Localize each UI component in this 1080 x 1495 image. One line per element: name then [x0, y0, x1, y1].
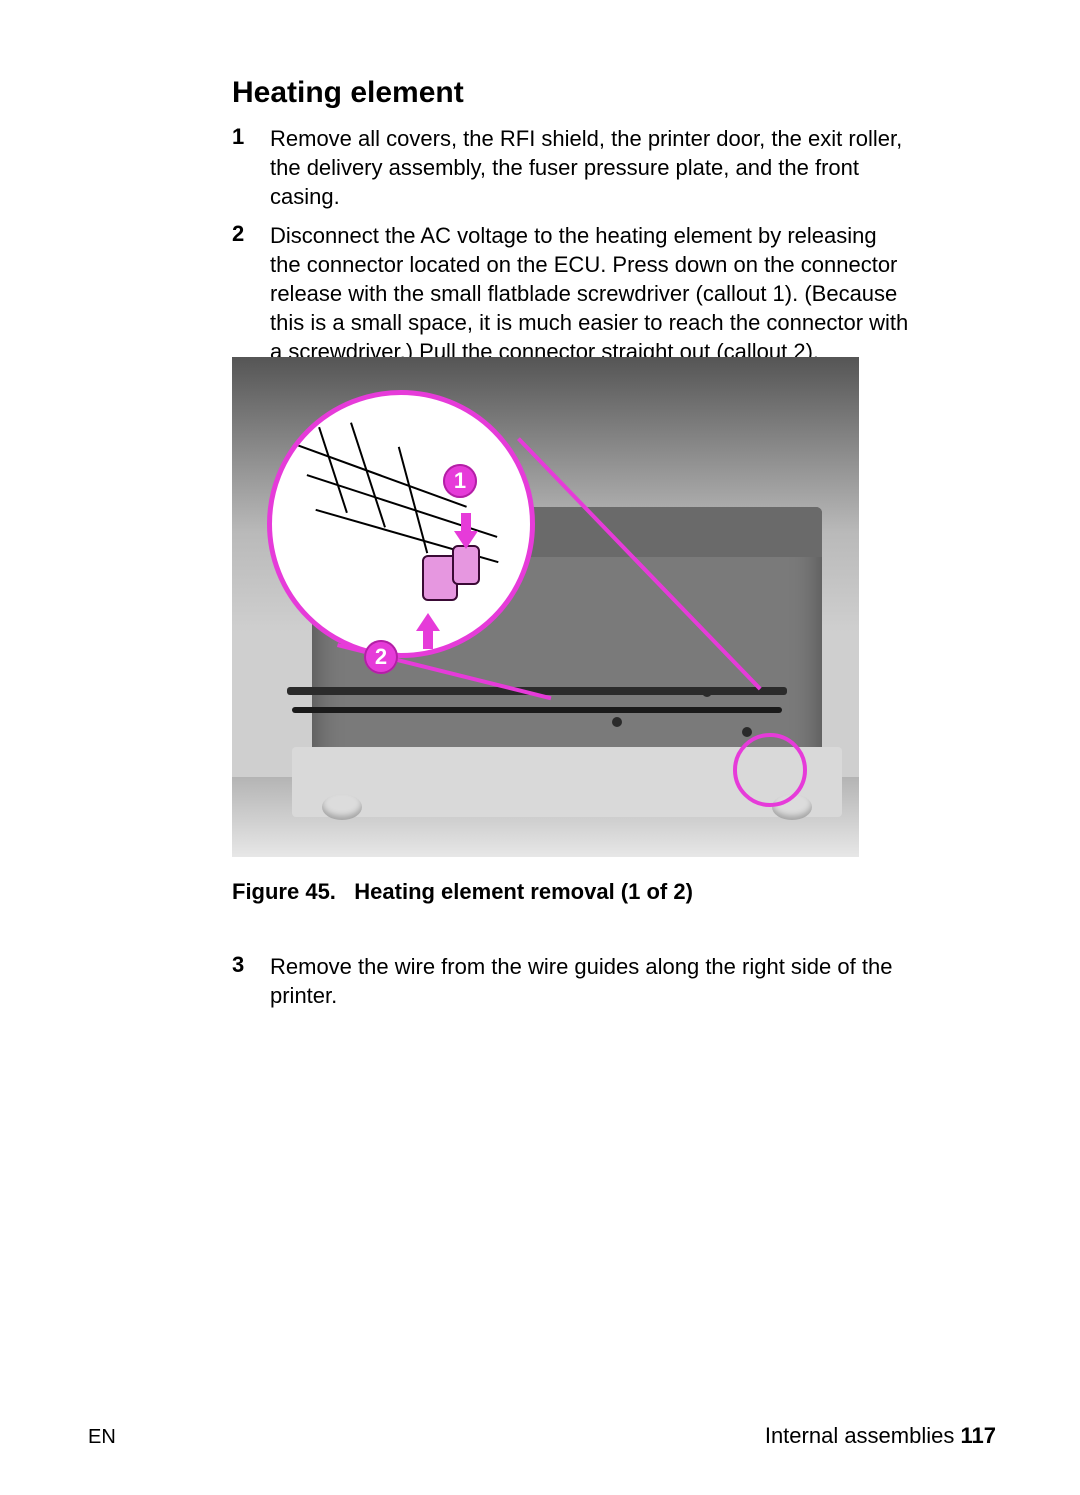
figure-caption-label: Figure 45.: [232, 879, 336, 904]
callout-badge: 2: [364, 640, 398, 674]
callout-target-circle: [733, 733, 807, 807]
step-text: Disconnect the AC voltage to the heating…: [270, 221, 912, 366]
step-number: 1: [232, 124, 270, 211]
step-text: Remove all covers, the RFI shield, the p…: [270, 124, 912, 211]
callout-detail-circle: [267, 390, 535, 658]
figure-block: 1 2 Figure 45. Heating element removal (…: [232, 357, 859, 905]
instruction-step: 3 Remove the wire from the wire guides a…: [232, 952, 912, 1010]
figure-image: 1 2: [232, 357, 859, 857]
instruction-step: 1 Remove all covers, the RFI shield, the…: [232, 124, 912, 211]
step-text: Remove the wire from the wire guides alo…: [270, 952, 912, 1010]
callout-badge: 1: [443, 464, 477, 498]
screw-dot: [742, 727, 752, 737]
footer-right: Internal assemblies 117: [765, 1423, 996, 1449]
step-number: 3: [232, 952, 270, 1010]
figure-caption-text: Heating element removal (1 of 2): [354, 879, 693, 904]
footer-lang: EN: [88, 1426, 116, 1449]
base-slot: [292, 707, 782, 713]
footer-page-number: 117: [961, 1423, 997, 1448]
printer-foot: [322, 794, 362, 820]
section-heading: Heating element: [232, 76, 464, 110]
instruction-step: 2 Disconnect the AC voltage to the heati…: [232, 221, 912, 366]
footer-section: Internal assemblies: [765, 1423, 955, 1448]
page-footer: EN Internal assemblies 117: [88, 1423, 996, 1449]
instruction-list-top: 1 Remove all covers, the RFI shield, the…: [232, 124, 912, 376]
arrow-down-icon: [454, 513, 478, 549]
screw-dot: [612, 717, 622, 727]
drawing-line: [318, 427, 348, 513]
arrow-up-icon: [416, 613, 440, 649]
document-page: Heating element 1 Remove all covers, the…: [0, 0, 1080, 1495]
instruction-list-bottom: 3 Remove the wire from the wire guides a…: [232, 952, 912, 1020]
connector-block: [452, 545, 480, 585]
figure-caption: Figure 45. Heating element removal (1 of…: [232, 879, 859, 905]
step-number: 2: [232, 221, 270, 366]
detail-drawing: [272, 395, 530, 653]
